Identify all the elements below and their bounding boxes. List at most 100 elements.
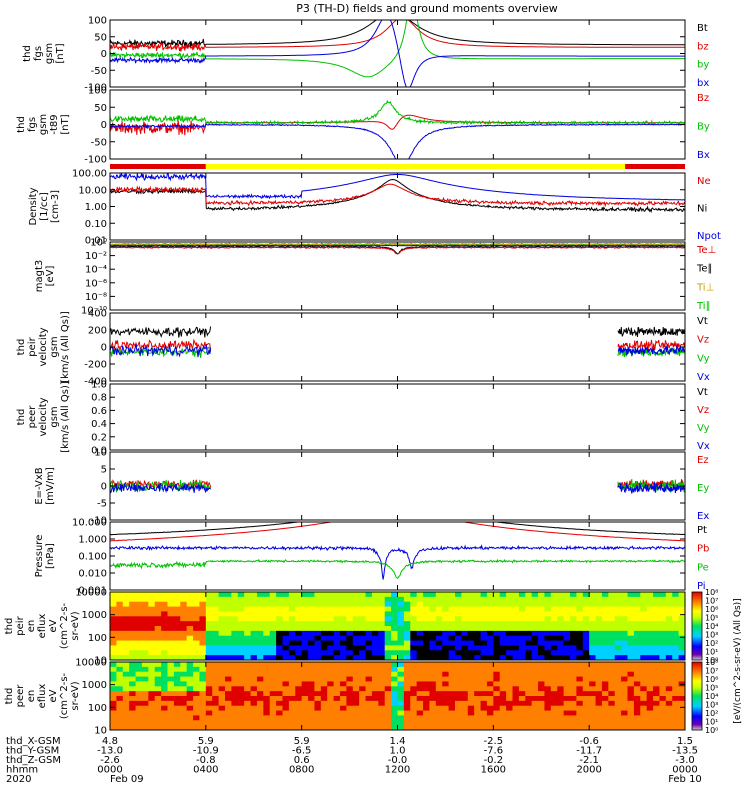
spectrogram-cell bbox=[608, 700, 616, 707]
spectrogram-cell bbox=[423, 626, 431, 632]
spectrogram-cell bbox=[359, 650, 367, 656]
spectrogram-cell bbox=[250, 650, 258, 656]
spectrogram-cell bbox=[173, 662, 181, 668]
spectrogram-cell bbox=[327, 621, 335, 627]
spectrogram-cell bbox=[563, 696, 571, 702]
spectrogram-cell bbox=[614, 635, 622, 642]
spectrogram-cell bbox=[614, 681, 622, 687]
spectrogram-cell bbox=[525, 720, 533, 726]
spectrogram-cell bbox=[544, 705, 552, 712]
spectrogram-cell bbox=[301, 611, 309, 617]
spectrogram-cell bbox=[173, 592, 181, 598]
spectrogram-cell bbox=[320, 592, 328, 598]
spectrogram-cell bbox=[646, 621, 654, 627]
spectrogram-cell bbox=[518, 592, 526, 598]
spectrogram-cell bbox=[589, 700, 597, 707]
spectrogram-cell bbox=[327, 691, 335, 697]
spectrogram-cell bbox=[646, 640, 654, 647]
spectrogram-cell bbox=[263, 710, 271, 717]
spectrogram-cell bbox=[518, 705, 526, 712]
spectrogram-cell bbox=[506, 606, 514, 613]
spectrogram-cell bbox=[391, 606, 399, 613]
spectrogram-cell bbox=[186, 662, 194, 668]
spectrogram-cell bbox=[455, 725, 462, 730]
spectrogram-cell bbox=[665, 676, 673, 683]
legend-entry: Pt bbox=[697, 525, 707, 536]
spectrogram-cell bbox=[295, 681, 303, 687]
spectrogram-cell bbox=[180, 671, 188, 678]
footer-value: 1200 bbox=[385, 765, 410, 776]
spectrogram-cell bbox=[467, 666, 475, 673]
spectrogram-cell bbox=[110, 676, 117, 683]
spectrogram-cell bbox=[646, 705, 654, 712]
spectrogram-cell bbox=[282, 676, 290, 683]
spectrogram-cell bbox=[653, 715, 661, 721]
spectrogram-cell bbox=[384, 720, 392, 726]
spectrogram-cell bbox=[129, 681, 137, 687]
spectrogram-cell bbox=[231, 601, 239, 608]
spectrogram-cell bbox=[352, 621, 360, 627]
spectrogram-cell bbox=[442, 650, 450, 656]
spectrogram-cell bbox=[320, 596, 328, 603]
footer-value: 0000 bbox=[672, 765, 697, 776]
spectrogram-cell bbox=[601, 700, 609, 707]
spectrogram-cell bbox=[646, 671, 654, 678]
spectrogram-cell bbox=[499, 691, 507, 697]
spectrogram-cell bbox=[129, 686, 137, 692]
spectrogram-cell bbox=[154, 715, 162, 721]
spectrogram-cell bbox=[110, 655, 117, 660]
spectrogram-cell bbox=[161, 710, 169, 717]
spectrogram-cell bbox=[148, 700, 156, 707]
spectrogram-cell bbox=[627, 650, 635, 656]
spectrogram-cell bbox=[212, 650, 220, 656]
spectrogram-cell bbox=[550, 662, 558, 668]
spectrogram-cell bbox=[276, 616, 284, 622]
vi-vt-line-1 bbox=[617, 326, 685, 338]
spectrogram-cell bbox=[506, 710, 514, 717]
spectrogram-cell bbox=[340, 621, 347, 627]
spectrogram-cell bbox=[563, 650, 571, 656]
spectrogram-cell bbox=[506, 720, 514, 726]
spectrogram-cell bbox=[582, 611, 590, 617]
spectrogram-cell bbox=[237, 601, 245, 608]
spectrogram-cell bbox=[486, 616, 494, 622]
spectrogram-cell bbox=[295, 621, 303, 627]
spectrogram-cell bbox=[493, 655, 501, 660]
spectrogram-cell bbox=[563, 640, 571, 647]
y-axis-label: velocity bbox=[38, 327, 49, 366]
spectrogram-cell bbox=[154, 616, 162, 622]
spectrogram-cell bbox=[397, 635, 405, 642]
spectrogram-cell bbox=[346, 601, 354, 608]
spectrogram-cell bbox=[225, 671, 232, 678]
spectrogram-cell bbox=[512, 686, 520, 692]
spectrogram-cell bbox=[256, 616, 264, 622]
spectrogram-cell bbox=[320, 686, 328, 692]
spectrogram-cell bbox=[601, 621, 609, 627]
spectrogram-cell bbox=[250, 616, 258, 622]
spectrogram-cell bbox=[116, 616, 124, 622]
spectrogram-cell bbox=[608, 686, 616, 692]
spectrogram-cell bbox=[576, 635, 584, 642]
spectrogram-cell bbox=[544, 611, 552, 617]
spectrogram-cell bbox=[576, 655, 584, 660]
spectrogram-cell bbox=[371, 700, 379, 707]
spectrogram-cell bbox=[410, 700, 418, 707]
spectrogram-cell bbox=[148, 715, 156, 721]
spectrogram-cell bbox=[167, 645, 175, 651]
spectrogram-cell bbox=[148, 725, 156, 730]
spectrogram-cell bbox=[314, 671, 322, 678]
spectrogram-cell bbox=[180, 621, 188, 627]
spectrogram-cell bbox=[333, 596, 341, 603]
spectrogram-cell bbox=[276, 630, 284, 637]
spectrogram-cell bbox=[173, 626, 181, 632]
spectrogram-cell bbox=[212, 601, 220, 608]
spectrogram-cell bbox=[499, 596, 507, 603]
spectrogram-cell bbox=[180, 710, 188, 717]
spectrogram-cell bbox=[601, 691, 609, 697]
y-tick-label: 10⁻⁶ bbox=[85, 278, 107, 289]
spectrogram-cell bbox=[148, 696, 156, 702]
spectrogram-cell bbox=[250, 635, 258, 642]
spectrogram-cell bbox=[506, 645, 514, 651]
spectrogram-cell bbox=[621, 645, 629, 651]
